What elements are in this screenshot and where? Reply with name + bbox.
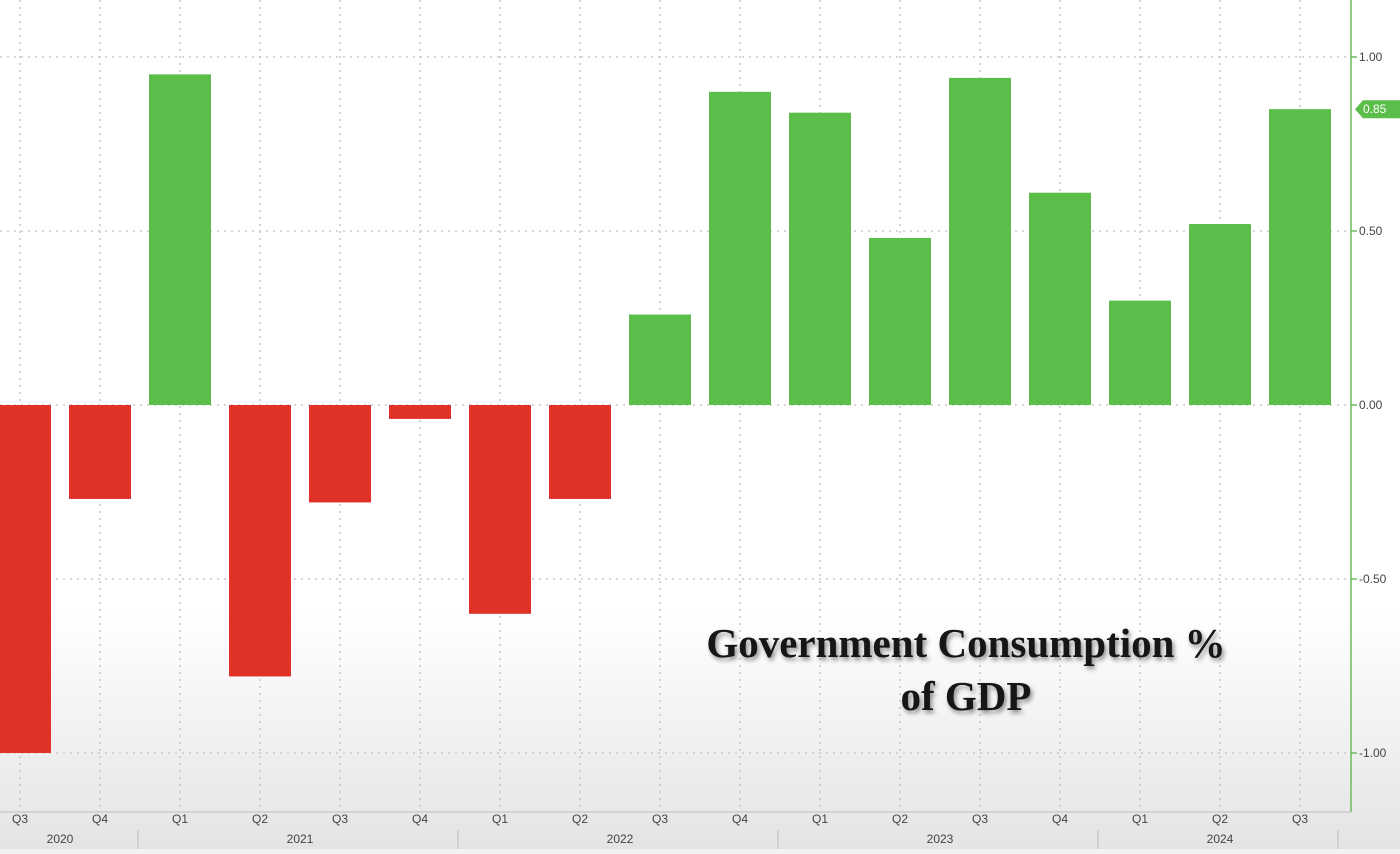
y-tick-label: -1.00 bbox=[1359, 746, 1387, 760]
bar bbox=[949, 77, 1011, 405]
bar bbox=[789, 112, 851, 406]
bar bbox=[0, 405, 51, 753]
x-tick-label: Q2 bbox=[252, 812, 268, 826]
bar bbox=[229, 405, 291, 677]
x-tick-label: Q1 bbox=[172, 812, 188, 826]
bar bbox=[1109, 300, 1171, 405]
annotation-line-2: of GDP bbox=[901, 673, 1032, 719]
x-tick-label: Q2 bbox=[1212, 812, 1228, 826]
bar bbox=[69, 405, 131, 499]
x-year-label: 2022 bbox=[607, 832, 634, 846]
x-year-label: 2023 bbox=[927, 832, 954, 846]
last-value-badge bbox=[1355, 100, 1400, 119]
annotation-line-1: Government Consumption % bbox=[706, 620, 1225, 666]
bar bbox=[149, 74, 211, 406]
bars bbox=[0, 74, 1331, 753]
bar bbox=[549, 405, 611, 499]
x-tick-label: Q2 bbox=[572, 812, 588, 826]
x-tick-label: Q3 bbox=[12, 812, 28, 826]
y-tick-label: 0.00 bbox=[1359, 398, 1383, 412]
bar bbox=[869, 237, 931, 405]
x-axis: Q3 Q4 Q1 Q2 Q3 Q4 Q1 Q2 Q3 Q4 Q1 Q2 Q3 Q4 Q1 Q2 Q3 2020 20… bbox=[0, 811, 1351, 849]
bar bbox=[629, 314, 691, 405]
x-year-label: 2020 bbox=[47, 832, 74, 846]
y-tick-label: 0.50 bbox=[1359, 224, 1383, 238]
bar bbox=[709, 91, 771, 406]
bar bbox=[1189, 224, 1251, 405]
x-year-label: 2024 bbox=[1207, 832, 1234, 846]
x-tick-label: Q4 bbox=[92, 812, 108, 826]
x-tick-label: Q4 bbox=[412, 812, 428, 826]
x-tick-label: Q4 bbox=[1052, 812, 1068, 826]
x-tick-label: Q3 bbox=[972, 812, 988, 826]
y-tick-label: 1.00 bbox=[1359, 50, 1383, 64]
bar bbox=[1269, 109, 1331, 405]
x-tick-label: Q1 bbox=[812, 812, 828, 826]
y-axis: 1.00 0.50 0.00 -0.50 -1.00 0.85 bbox=[1350, 0, 1400, 812]
x-tick-label: Q1 bbox=[1132, 812, 1148, 826]
x-tick-label: Q3 bbox=[1292, 812, 1308, 826]
bar bbox=[1029, 192, 1091, 405]
x-tick-label: Q3 bbox=[332, 812, 348, 826]
x-tick-label: Q3 bbox=[652, 812, 668, 826]
chart-annotation: Government Consumption % of GDP bbox=[706, 620, 1225, 719]
x-year-label: 2021 bbox=[287, 832, 314, 846]
bar bbox=[469, 405, 531, 614]
y-tick-label: -0.50 bbox=[1359, 572, 1387, 586]
last-value-label: 0.85 bbox=[1363, 102, 1387, 116]
x-tick-label: Q1 bbox=[492, 812, 508, 826]
bar bbox=[389, 405, 451, 419]
x-tick-label: Q4 bbox=[732, 812, 748, 826]
x-tick-label: Q2 bbox=[892, 812, 908, 826]
bar bbox=[309, 405, 371, 503]
